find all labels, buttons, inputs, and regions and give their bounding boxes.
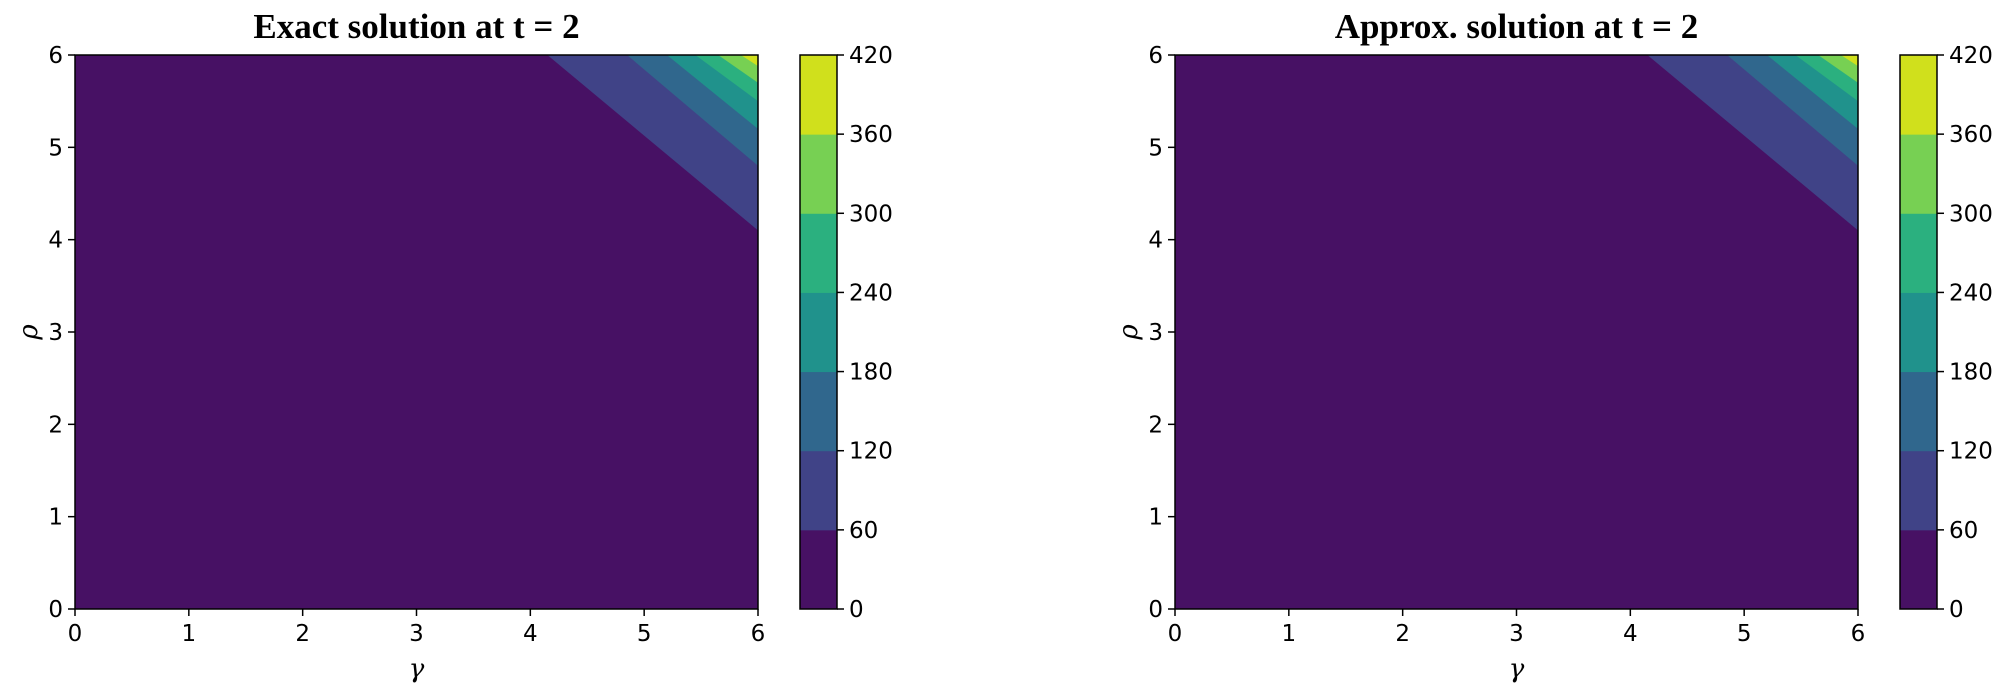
x-tick-label: 4: [1623, 621, 1638, 647]
colorbar-tick-label: 240: [1949, 280, 1993, 306]
contour-band-300: [1818, 55, 1858, 83]
colorbar: 0 60 120 180 240 300 360 420: [799, 43, 893, 623]
colorbar-segment-60: [1900, 450, 1937, 531]
x-tick-label: 3: [409, 621, 424, 647]
y-tick-label: 6: [48, 43, 63, 69]
colorbar-segment-360: [800, 55, 837, 135]
y-tick-label: 1: [48, 505, 63, 531]
colorbar-segment-360: [1900, 55, 1937, 135]
y-tick-label: 5: [48, 135, 63, 161]
colorbar-frame: [799, 54, 838, 610]
colorbar: 0 60 120 180 240 300 360 420: [1899, 43, 1993, 623]
x-tick-label: 1: [1282, 621, 1297, 647]
colorbar-tick-label: 360: [849, 122, 893, 148]
colorbar-tick-label: 420: [849, 43, 893, 69]
y-axis-label: ρ: [1114, 324, 1144, 341]
colorbar-tick-label: 60: [1949, 518, 1978, 544]
y-tick-label: 6: [1148, 43, 1163, 69]
chart-title: Approx. solution at t = 2: [1335, 7, 1699, 46]
colorbar-tick-label: 300: [1949, 201, 1993, 227]
contour-band-300: [718, 55, 758, 83]
colorbar-tick-label: 0: [849, 597, 864, 623]
x-axis-label: γ: [409, 654, 425, 684]
colorbar-segment-0: [800, 529, 837, 610]
y-tick-label: 4: [48, 228, 63, 254]
colorbar-tick-label: 240: [849, 280, 893, 306]
y-axis-label: ρ: [14, 324, 44, 341]
x-tick-label: 2: [1395, 621, 1410, 647]
colorbar-segment-120: [1900, 371, 1937, 452]
colorbar-segment-300: [1900, 134, 1937, 214]
colorbar-segment-240: [800, 213, 837, 293]
x-tick-label: 5: [1737, 621, 1752, 647]
x-tick-label: 0: [68, 621, 83, 647]
colorbar-segment-120: [800, 371, 837, 452]
chart-title: Exact solution at t = 2: [253, 7, 579, 46]
y-tick-label: 0: [1148, 597, 1163, 623]
x-tick-label: 3: [1509, 621, 1524, 647]
y-tick-label: 3: [1148, 320, 1163, 346]
x-tick-label: 0: [1168, 621, 1183, 647]
colorbar-tick-label: 0: [1949, 597, 1964, 623]
colorbar-segment-180: [1900, 292, 1937, 373]
contour-band-360: [740, 55, 758, 67]
colorbar-tick-label: 60: [849, 518, 878, 544]
contour-band-0: [75, 55, 758, 609]
x-tick-label: 6: [751, 621, 766, 647]
x-tick-label: 4: [523, 621, 538, 647]
colorbar-tick-label: 180: [1949, 360, 1993, 386]
colorbar-tick-label: 120: [849, 439, 893, 465]
colorbar-segment-60: [800, 450, 837, 531]
y-tick-label: 1: [1148, 505, 1163, 531]
colorbar-segment-300: [800, 134, 837, 214]
y-tick-label: 4: [1148, 228, 1163, 254]
colorbar-tick-label: 120: [1949, 439, 1993, 465]
colorbar-tick-label: 180: [849, 360, 893, 386]
x-tick-label: 6: [1851, 621, 1866, 647]
y-tick-label: 2: [48, 412, 63, 438]
colorbar-tick-label: 420: [1949, 43, 1993, 69]
y-tick-label: 0: [48, 597, 63, 623]
colorbar-segment-180: [800, 292, 837, 373]
y-tick-label: 3: [48, 320, 63, 346]
contour-band-0: [1175, 55, 1858, 609]
colorbar-segment-240: [1900, 213, 1937, 293]
y-tick-label: 5: [1148, 135, 1163, 161]
colorbar-tick-label: 360: [1949, 122, 1993, 148]
y-tick-label: 2: [1148, 412, 1163, 438]
colorbar-tick-label: 300: [849, 201, 893, 227]
colorbar-segment-0: [1900, 529, 1937, 610]
x-axis-label: γ: [1509, 654, 1525, 684]
x-tick-label: 2: [295, 621, 310, 647]
colorbar-frame: [1899, 54, 1938, 610]
x-tick-label: 1: [182, 621, 197, 647]
x-tick-label: 5: [637, 621, 652, 647]
contour-band-360: [1840, 55, 1858, 67]
